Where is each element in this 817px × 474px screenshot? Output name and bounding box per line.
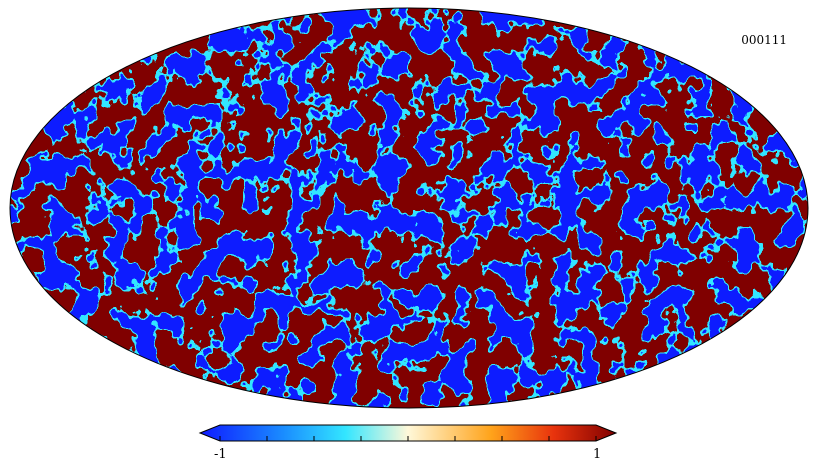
colorbar-ticks <box>219 436 597 441</box>
map-outline <box>9 7 809 409</box>
mollweide-map <box>9 7 809 409</box>
colorbar-min-label: -1 <box>214 447 227 462</box>
colorbar <box>198 424 618 442</box>
colorbar-max-label: 1 <box>593 447 602 462</box>
map-label: 000111 <box>741 33 787 47</box>
temperature-field <box>10 8 808 408</box>
